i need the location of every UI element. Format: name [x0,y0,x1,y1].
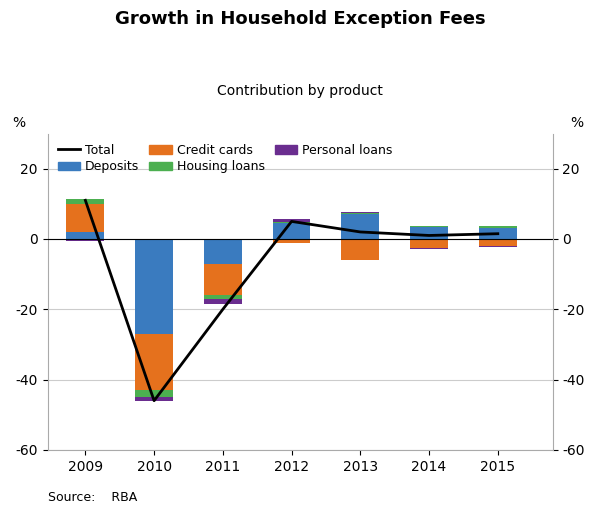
Title: Contribution by product: Contribution by product [217,83,383,98]
Bar [67,199,104,204]
Bar [135,397,173,401]
Bar [341,212,379,213]
Bar [479,246,517,247]
Bar [272,223,310,239]
Bar [67,239,104,241]
Bar [204,295,242,299]
Text: %: % [570,117,583,130]
Text: %: % [12,117,25,130]
Bar [410,248,448,249]
Bar [479,229,517,239]
Legend: Total, Deposits, Credit cards, Housing loans, Personal loans: Total, Deposits, Credit cards, Housing l… [54,140,397,177]
Text: Source:    RBA: Source: RBA [48,491,137,504]
Bar [479,239,517,246]
Bar [135,334,173,390]
Bar [67,232,104,239]
Bar [341,213,379,214]
Bar [204,299,242,304]
Bar [341,214,379,239]
Bar [272,239,310,242]
Bar [135,390,173,397]
Bar [204,264,242,295]
Bar [135,239,173,334]
Text: Growth in Household Exception Fees: Growth in Household Exception Fees [115,10,485,28]
Bar [410,239,448,248]
Bar [272,219,310,222]
Bar [272,222,310,223]
Bar [341,239,379,260]
Bar [479,225,517,229]
Bar [204,239,242,264]
Bar [410,225,448,227]
Bar [410,227,448,239]
Bar [67,204,104,232]
